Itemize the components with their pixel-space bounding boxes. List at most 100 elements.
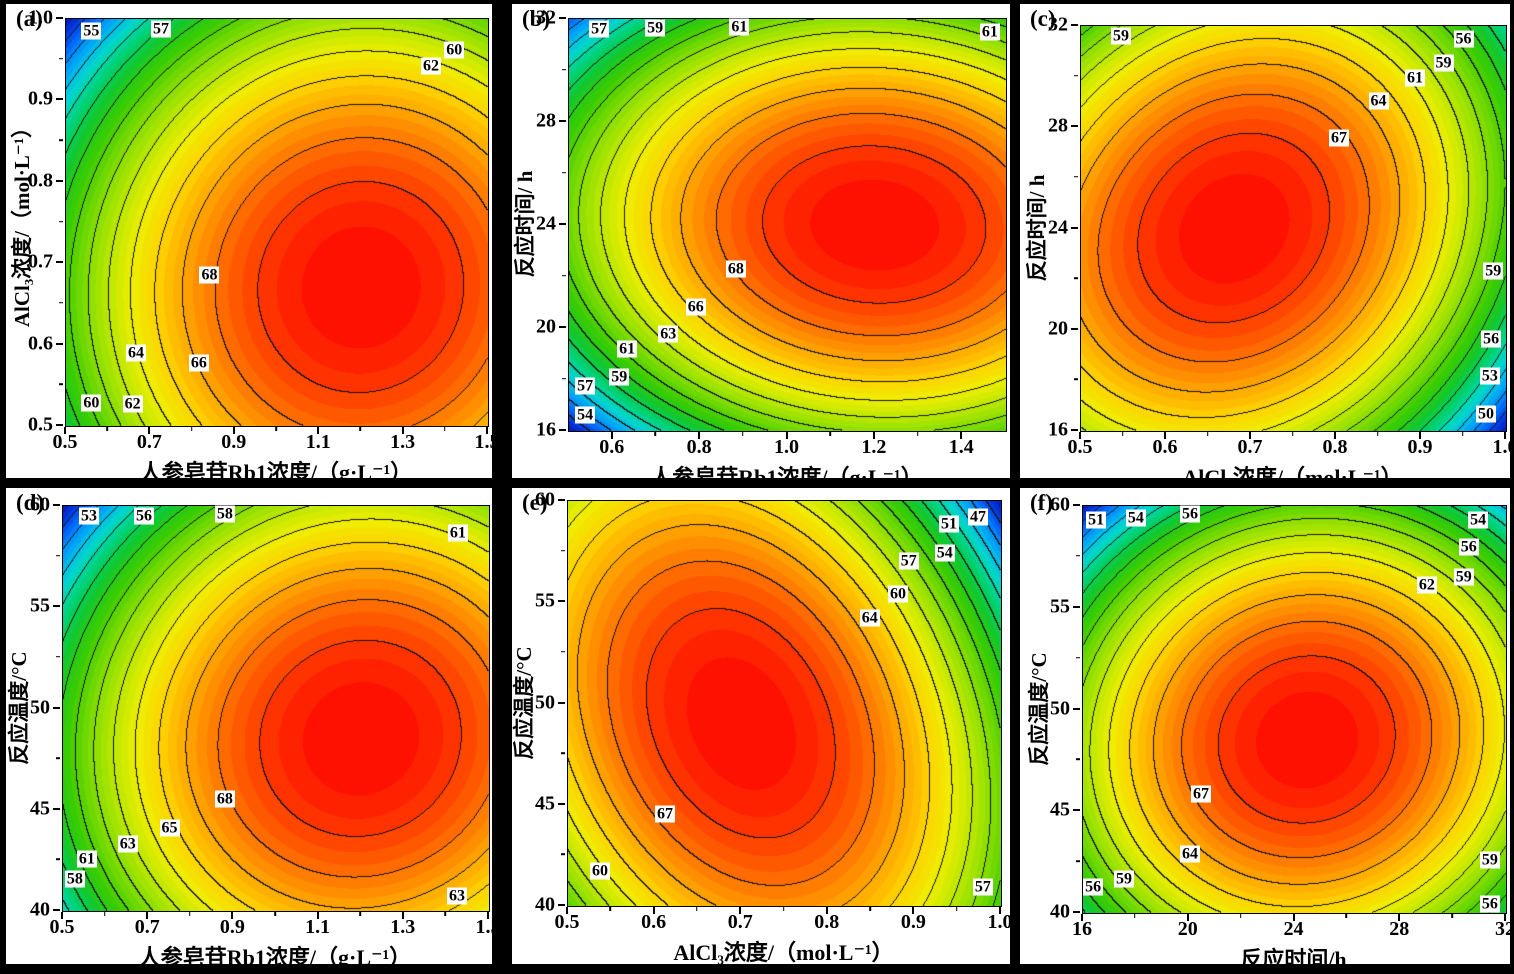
y-axis-title: 反应温度/°C: [1023, 652, 1053, 765]
x-axis-minor-tick: [1122, 432, 1124, 436]
x-axis-minor-tick: [191, 427, 193, 431]
y-tick-label: 55: [30, 595, 50, 618]
contour-value-label: 62: [123, 396, 143, 413]
contour-value-label: 68: [215, 790, 235, 807]
contour-value-label: 54: [1468, 511, 1488, 528]
contour-value-label: 54: [575, 406, 595, 423]
contour-value-label: 65: [160, 819, 180, 836]
x-axis-title: AlCl₃浓度/（mol·L⁻¹）: [673, 935, 893, 967]
y-axis-tick: [1071, 429, 1078, 431]
y-axis-minor-tick: [562, 69, 566, 71]
x-axis-minor-tick: [1240, 914, 1242, 918]
x-tick-label: 1.0: [774, 436, 799, 459]
y-axis-tick: [56, 98, 63, 100]
y-axis-minor-tick: [59, 139, 63, 141]
y-tick-label: 32: [1048, 14, 1068, 37]
contour-value-label: 61: [448, 525, 468, 542]
y-axis-title: AlCl₃浓度/（mol·L⁻¹）: [6, 116, 36, 326]
x-axis-minor-tick: [1292, 432, 1294, 436]
x-tick-label: 0.8: [687, 436, 712, 459]
y-axis-title: 反应温度/°C: [3, 651, 33, 764]
contour-value-label: 59: [1434, 54, 1454, 71]
y-axis-minor-tick: [59, 302, 63, 304]
contour-value-label: 67: [1191, 785, 1211, 802]
y-tick-label: 60: [30, 494, 50, 517]
y-axis-minor-tick: [561, 854, 565, 856]
x-tick-label: 0.5: [1068, 436, 1093, 459]
contour-value-label: 61: [729, 19, 749, 36]
y-tick-label: 0.9: [28, 88, 53, 111]
x-tick-label: 0.7: [728, 911, 753, 934]
x-tick-label: 0.5: [53, 431, 78, 454]
x-tick-label: 1.3: [390, 431, 415, 454]
x-tick-label: 1.1: [305, 916, 330, 939]
x-axis-minor-tick: [655, 432, 657, 436]
x-axis-minor-tick: [610, 907, 612, 911]
contour-value-label: 61: [77, 851, 97, 868]
y-axis-tick: [1071, 24, 1078, 26]
x-tick-label: 0.7: [137, 431, 162, 454]
y-tick-label: 55: [535, 590, 555, 613]
x-axis-minor-tick: [444, 427, 446, 431]
contour-value-label: 50: [1476, 405, 1496, 422]
x-tick-label: 1.0: [988, 911, 1013, 934]
y-axis-tick: [1071, 227, 1078, 229]
x-tick-label: 1.4: [949, 436, 974, 459]
x-tick-label: 28: [1389, 918, 1409, 941]
y-tick-label: 40: [1050, 901, 1070, 924]
contour-value-label: 61: [617, 340, 637, 357]
y-axis-tick: [558, 904, 565, 906]
y-tick-label: 20: [536, 316, 556, 339]
x-tick-label: 24: [1284, 918, 1304, 941]
y-axis-minor-tick: [561, 550, 565, 552]
contour-value-label: 66: [686, 299, 706, 316]
y-tick-label: 40: [535, 894, 555, 917]
x-tick-label: 32: [1495, 918, 1514, 941]
y-tick-label: 24: [536, 213, 556, 236]
x-axis-minor-tick: [917, 432, 919, 436]
y-tick-label: 50: [30, 696, 50, 719]
contour-plot-canvas: [568, 501, 1001, 906]
contour-value-label: 64: [1180, 845, 1200, 862]
x-tick-label: 20: [1178, 918, 1198, 941]
contour-value-label: 67: [655, 806, 675, 823]
x-tick-label: 0.8: [814, 911, 839, 934]
y-axis-minor-tick: [1074, 75, 1078, 77]
contour-value-label: 57: [151, 21, 171, 38]
x-axis-minor-tick: [1451, 914, 1453, 918]
y-tick-label: 20: [1048, 317, 1068, 340]
y-tick-label: 40: [30, 899, 50, 922]
contour-value-label: 57: [899, 552, 919, 569]
y-axis-tick: [53, 808, 60, 810]
y-axis-minor-tick: [1074, 379, 1078, 381]
contour-value-label: 57: [575, 377, 595, 394]
y-tick-label: 50: [1050, 697, 1070, 720]
contour-value-label: 51: [1086, 511, 1106, 528]
x-tick-label: 16: [1072, 918, 1092, 941]
y-axis-tick: [56, 17, 63, 19]
y-axis-minor-tick: [56, 555, 60, 557]
y-tick-label: 0.5: [28, 414, 53, 437]
x-tick-label: 0.9: [1408, 436, 1433, 459]
contour-value-label: 47: [968, 509, 988, 526]
contour-value-label: 60: [590, 863, 610, 880]
x-axis-minor-tick: [869, 907, 871, 911]
x-axis-minor-tick: [1346, 914, 1348, 918]
contour-value-label: 59: [1114, 870, 1134, 887]
x-axis-minor-tick: [1134, 914, 1136, 918]
y-axis-title: 反应时间/ h: [509, 171, 539, 278]
x-axis-minor-tick: [104, 912, 106, 916]
contour-value-label: 61: [980, 24, 1000, 41]
contour-value-label: 56: [1180, 506, 1200, 523]
contour-value-label: 59: [609, 369, 629, 386]
contour-value-label: 64: [860, 610, 880, 627]
y-tick-label: 1.0: [28, 7, 53, 30]
y-axis-minor-tick: [59, 221, 63, 223]
y-axis-tick: [1073, 504, 1080, 506]
y-axis-tick: [1071, 125, 1078, 127]
